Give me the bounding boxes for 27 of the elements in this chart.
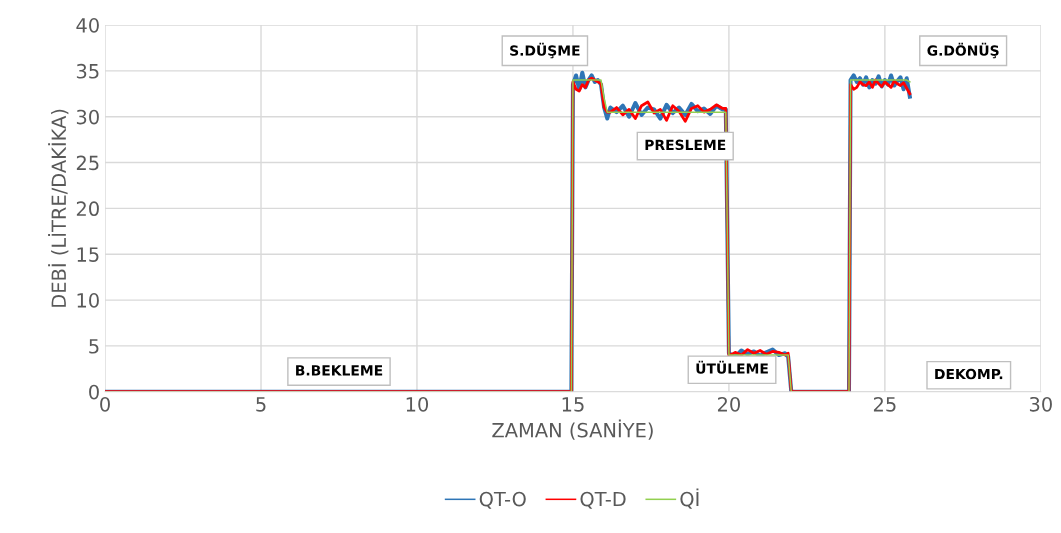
x-tick-label: 10 bbox=[406, 396, 429, 412]
y-tick-label: 35 bbox=[76, 63, 99, 79]
legend-label: QT-D bbox=[580, 491, 626, 509]
y-tick-label: 15 bbox=[77, 247, 99, 262]
annotation: DEKOMP. bbox=[935, 368, 1003, 380]
y-tick-label: 0 bbox=[89, 384, 99, 400]
x-tick-label: 15 bbox=[562, 397, 584, 412]
x-tick-label: 30 bbox=[1029, 396, 1052, 412]
annotation: PRESLEME bbox=[645, 139, 726, 151]
annotation: G.DÖNÜŞ bbox=[927, 42, 999, 59]
y-axis-title: DEBİ (LİTRE/DAKİKA) bbox=[48, 109, 69, 307]
y-tick-label: 20 bbox=[76, 201, 99, 217]
legend-label: QT-O bbox=[479, 491, 526, 509]
y-tick-label: 10 bbox=[77, 293, 99, 308]
x-tick-label: 20 bbox=[717, 396, 740, 412]
x-tick-label: 25 bbox=[873, 396, 896, 412]
y-tick-label: 5 bbox=[89, 339, 99, 354]
x-axis-title: ZAMAN (SANİYE) bbox=[492, 419, 653, 440]
annotation: ÜTÜLEME bbox=[696, 360, 768, 374]
annotation: S.DÜŞME bbox=[510, 42, 580, 59]
annotation: B.BEKLEME bbox=[296, 365, 383, 376]
x-tick-label: 0 bbox=[100, 396, 110, 412]
x-tick-label: 5 bbox=[256, 397, 266, 412]
y-tick-label: 40 bbox=[76, 18, 99, 33]
y-tick-label: 25 bbox=[76, 155, 99, 171]
legend-label: Qİ bbox=[680, 488, 699, 509]
y-tick-label: 30 bbox=[76, 109, 99, 125]
